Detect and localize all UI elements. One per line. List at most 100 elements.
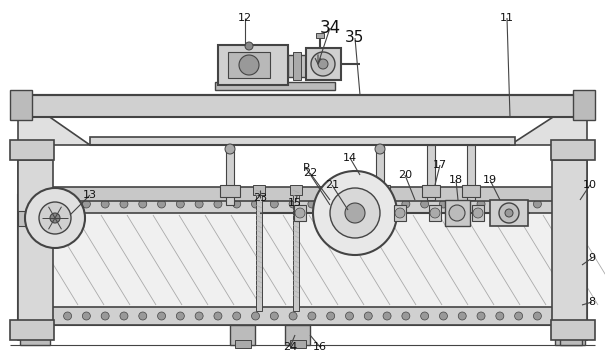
Circle shape xyxy=(195,312,203,320)
Bar xyxy=(290,340,306,348)
Text: 23: 23 xyxy=(253,193,267,203)
Text: 22: 22 xyxy=(303,168,317,178)
Text: 16: 16 xyxy=(313,342,327,352)
Circle shape xyxy=(477,312,485,320)
Text: 10: 10 xyxy=(583,180,597,190)
Bar xyxy=(551,140,595,160)
Circle shape xyxy=(439,200,448,208)
Bar xyxy=(18,95,587,117)
Text: 17: 17 xyxy=(433,160,447,170)
Circle shape xyxy=(64,200,71,208)
Text: 11: 11 xyxy=(500,13,514,23)
Bar xyxy=(551,320,595,340)
Circle shape xyxy=(270,312,278,320)
Circle shape xyxy=(139,312,147,320)
Bar xyxy=(552,160,587,330)
Bar xyxy=(10,320,54,340)
Text: 15: 15 xyxy=(288,198,302,208)
Bar xyxy=(18,160,53,330)
Bar xyxy=(90,137,515,145)
Circle shape xyxy=(458,312,466,320)
Bar xyxy=(230,325,255,345)
Circle shape xyxy=(45,200,53,208)
Circle shape xyxy=(50,213,60,223)
Circle shape xyxy=(458,200,466,208)
Circle shape xyxy=(383,200,391,208)
Text: 12: 12 xyxy=(238,13,252,23)
Circle shape xyxy=(45,312,53,320)
Bar xyxy=(376,145,384,205)
Bar xyxy=(256,193,262,311)
Circle shape xyxy=(477,200,485,208)
Text: 13: 13 xyxy=(83,190,97,200)
Circle shape xyxy=(245,42,253,50)
Circle shape xyxy=(39,202,71,234)
Bar xyxy=(18,195,587,325)
Circle shape xyxy=(157,200,166,208)
Bar xyxy=(467,145,475,200)
Text: 35: 35 xyxy=(345,31,365,46)
Circle shape xyxy=(233,312,241,320)
Circle shape xyxy=(496,200,504,208)
Text: P: P xyxy=(302,163,309,173)
Bar xyxy=(422,185,440,197)
Circle shape xyxy=(313,171,397,255)
Circle shape xyxy=(345,312,353,320)
Bar xyxy=(218,45,288,85)
Circle shape xyxy=(534,200,541,208)
Bar xyxy=(18,307,587,325)
Circle shape xyxy=(534,312,541,320)
Circle shape xyxy=(120,200,128,208)
Bar xyxy=(560,325,582,345)
Circle shape xyxy=(308,200,316,208)
Circle shape xyxy=(289,200,297,208)
Circle shape xyxy=(233,200,241,208)
Text: 20: 20 xyxy=(398,170,412,180)
Circle shape xyxy=(449,205,465,221)
Circle shape xyxy=(552,200,560,208)
Bar xyxy=(288,55,306,77)
Text: 18: 18 xyxy=(449,175,463,185)
Circle shape xyxy=(505,209,513,217)
Bar xyxy=(235,340,251,348)
Circle shape xyxy=(515,200,523,208)
Circle shape xyxy=(295,208,305,218)
Circle shape xyxy=(430,208,440,218)
Circle shape xyxy=(252,312,260,320)
Polygon shape xyxy=(18,95,90,145)
Circle shape xyxy=(395,208,405,218)
Bar xyxy=(429,205,441,221)
Bar xyxy=(472,205,484,221)
Circle shape xyxy=(439,312,448,320)
Bar xyxy=(18,195,587,213)
Circle shape xyxy=(402,200,410,208)
Circle shape xyxy=(420,200,429,208)
Circle shape xyxy=(195,200,203,208)
Circle shape xyxy=(176,200,185,208)
Bar xyxy=(427,145,435,200)
Bar xyxy=(50,187,560,201)
Circle shape xyxy=(327,312,335,320)
Circle shape xyxy=(157,312,166,320)
Circle shape xyxy=(375,144,385,154)
Circle shape xyxy=(26,312,34,320)
Circle shape xyxy=(82,200,90,208)
Bar xyxy=(294,205,306,221)
Circle shape xyxy=(26,200,34,208)
Circle shape xyxy=(311,52,335,76)
Circle shape xyxy=(239,55,259,75)
Circle shape xyxy=(345,200,353,208)
Circle shape xyxy=(308,312,316,320)
Bar xyxy=(555,330,585,345)
Bar xyxy=(228,52,270,78)
Circle shape xyxy=(383,312,391,320)
Circle shape xyxy=(82,312,90,320)
Bar xyxy=(226,145,234,205)
Text: 19: 19 xyxy=(483,175,497,185)
Bar xyxy=(293,193,299,311)
Circle shape xyxy=(327,200,335,208)
Text: 24: 24 xyxy=(283,342,297,352)
Circle shape xyxy=(473,208,483,218)
Circle shape xyxy=(214,312,222,320)
Circle shape xyxy=(420,312,429,320)
